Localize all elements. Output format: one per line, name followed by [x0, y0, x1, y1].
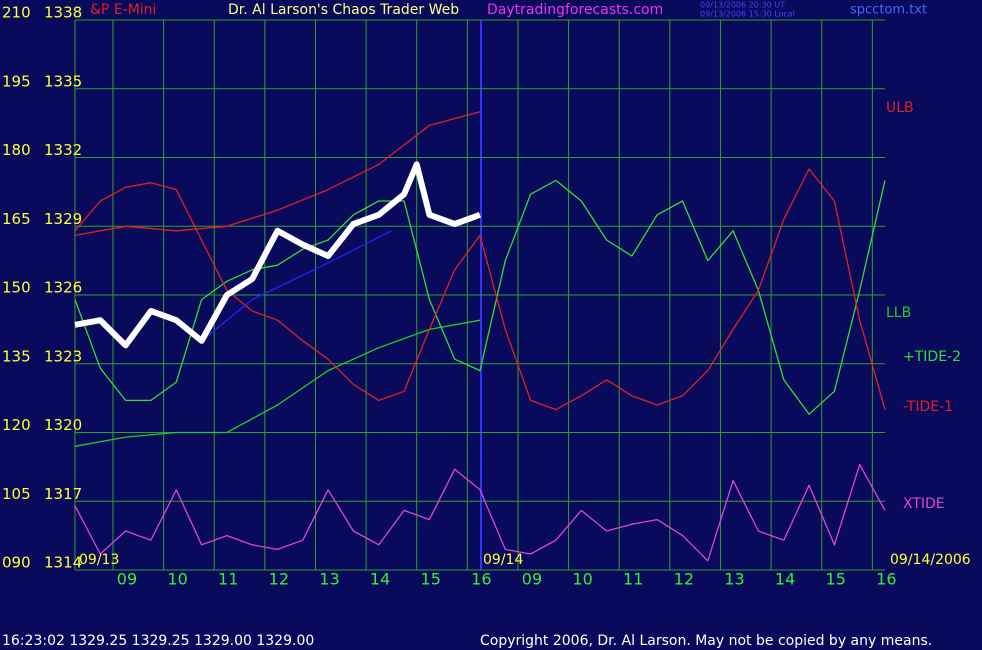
- y-tick-label: 135: [2, 347, 31, 365]
- y-tick-label: 120: [2, 416, 31, 434]
- series-line: [74, 111, 481, 237]
- chart-title: Dr. Al Larson's Chaos Trader Web: [228, 2, 459, 18]
- series-line: [74, 168, 886, 411]
- x-tick-label: 13: [724, 570, 744, 589]
- copyright: Copyright 2006, Dr. Al Larson. May not b…: [480, 633, 932, 649]
- legend-label: XTIDE: [903, 496, 945, 512]
- x-tick-label: 15: [421, 570, 441, 589]
- legend-label: LLB: [886, 305, 911, 321]
- series-line: [74, 319, 481, 447]
- x-tick-label: 11: [218, 570, 238, 589]
- x-tick-label: 16: [471, 570, 491, 589]
- series-line: [74, 179, 886, 415]
- y2-tick-label: 1326: [44, 279, 82, 297]
- x-tick-label: 13: [319, 570, 339, 589]
- legend-label: +TIDE-2: [903, 349, 961, 365]
- price-line: [74, 161, 482, 349]
- y2-tick-label: 1332: [44, 141, 82, 159]
- file-name: spcctom.txt: [850, 3, 927, 18]
- legend-label: ULB: [886, 100, 914, 116]
- y2-tick-label: 1317: [44, 485, 82, 503]
- x-tick-label: 09: [522, 570, 542, 589]
- x-tick-label: 14: [370, 570, 390, 589]
- y-tick-label: 150: [2, 279, 31, 297]
- date-label: 09/14/2006: [890, 552, 971, 568]
- x-tick-label: 12: [674, 570, 694, 589]
- y2-tick-label: 1323: [44, 347, 82, 365]
- instrument: &P E-Mini: [90, 2, 156, 18]
- marks: [74, 111, 886, 562]
- y2-tick-label: 1314: [44, 554, 82, 572]
- y-tick-label: 105: [2, 485, 31, 503]
- x-tick-label: 15: [826, 570, 846, 589]
- y-tick-label: 180: [2, 141, 31, 159]
- series-line: [74, 463, 886, 562]
- y-tick-label: 090: [2, 554, 31, 572]
- y2-tick-label: 1338: [44, 4, 82, 22]
- series-line: [201, 230, 392, 342]
- legend-label: -TIDE-1: [903, 399, 953, 415]
- date-label: 09/13: [79, 552, 119, 568]
- x-tick-label: 12: [269, 570, 289, 589]
- y2-tick-label: 1335: [44, 72, 82, 90]
- date-label: 09/14: [483, 552, 523, 568]
- x-tick-label: 16: [876, 570, 896, 589]
- x-tick-label: 10: [572, 570, 592, 589]
- y2-tick-label: 1329: [44, 210, 82, 228]
- x-tick-label: 10: [167, 570, 187, 589]
- x-tick-label: 14: [775, 570, 795, 589]
- grid: [75, 19, 885, 571]
- timestamp-local: 09/13/2006 15:30 Local: [700, 10, 795, 19]
- y2-tick-label: 1320: [44, 416, 82, 434]
- website: Daytradingforecasts.com: [487, 2, 663, 18]
- y-tick-label: 210: [2, 4, 31, 22]
- timestamp-ut: 09/13/2006 20:30 UT: [700, 1, 785, 10]
- x-tick-label: 11: [623, 570, 643, 589]
- x-tick-label: 09: [117, 570, 137, 589]
- y-tick-label: 165: [2, 210, 31, 228]
- y-tick-label: 195: [2, 72, 31, 90]
- quote-line: 16:23:02 1329.25 1329.25 1329.00 1329.00: [2, 633, 314, 649]
